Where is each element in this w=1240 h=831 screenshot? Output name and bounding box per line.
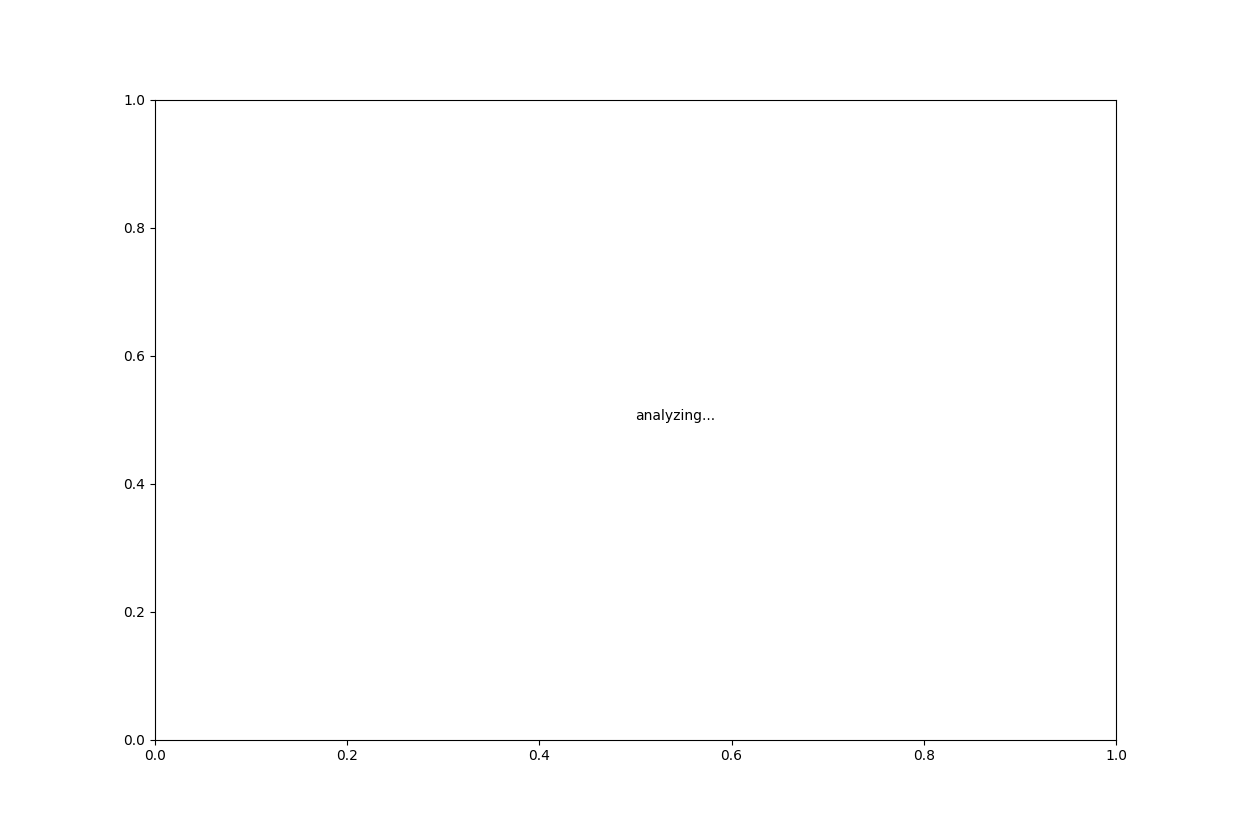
Text: analyzing...: analyzing... [635,409,715,423]
